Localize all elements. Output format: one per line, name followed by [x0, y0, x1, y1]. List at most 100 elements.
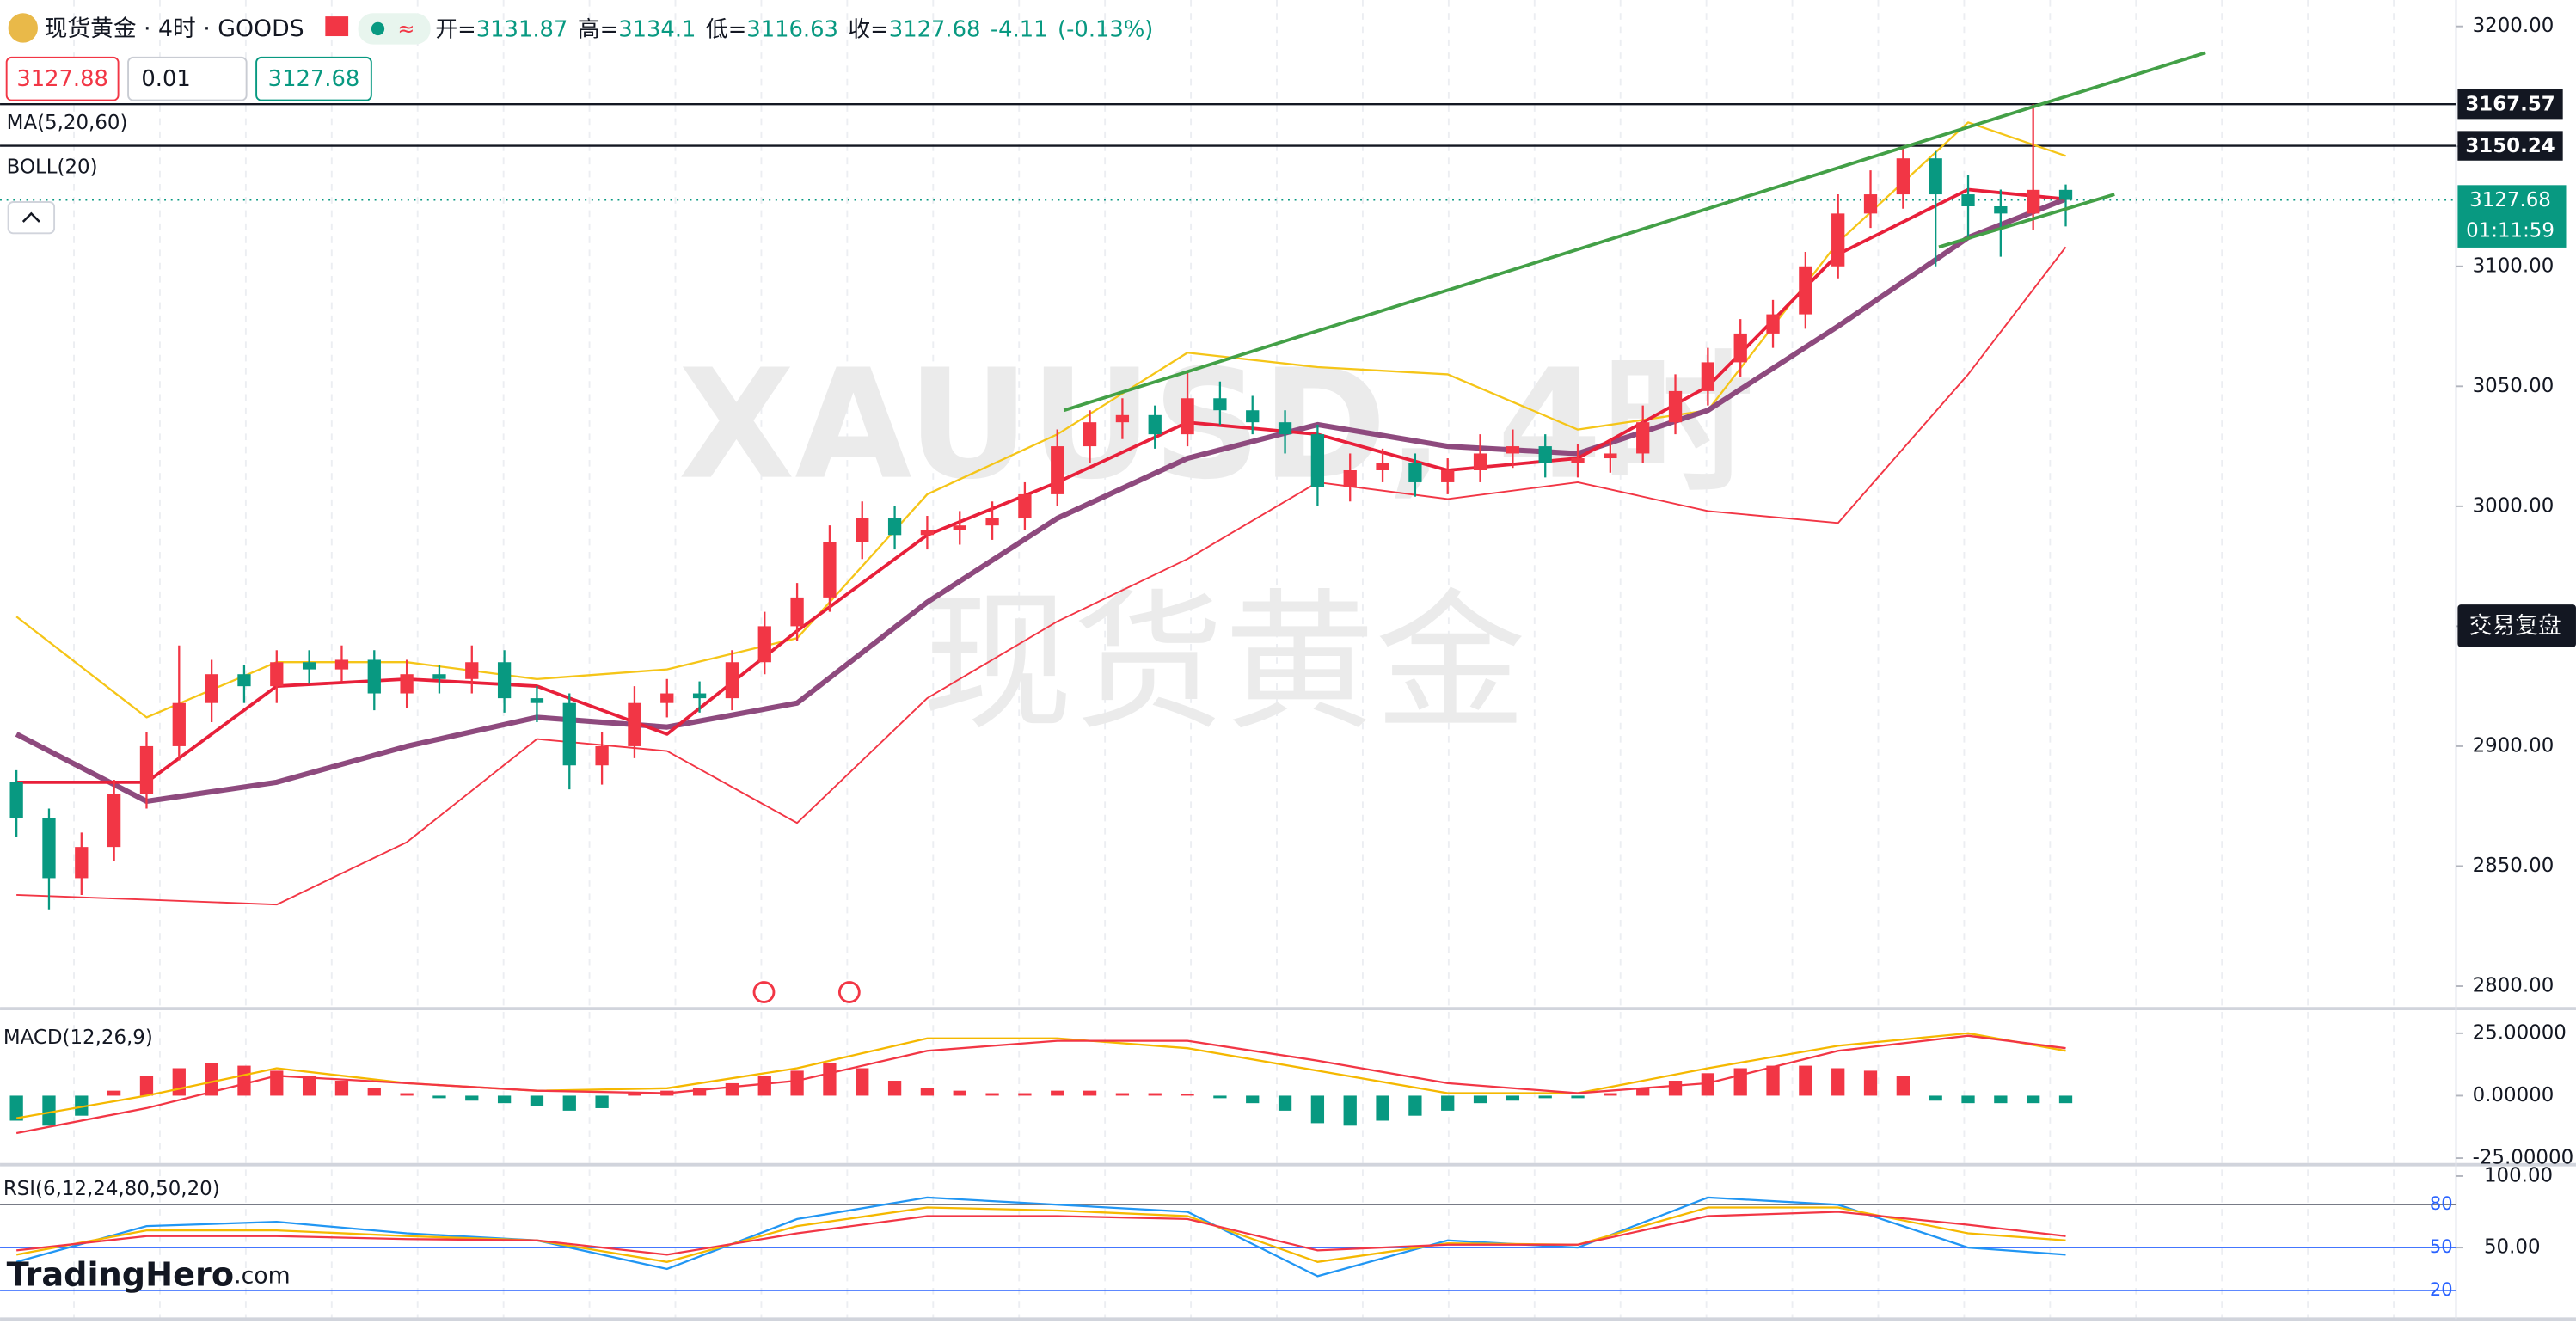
macd-bar: [1181, 1094, 1194, 1096]
rsi-line: [16, 1211, 2066, 1256]
overlay-line: [16, 246, 2067, 906]
candle-body: [1408, 463, 1422, 482]
macd-bar: [887, 1081, 902, 1096]
candle-body: [953, 525, 966, 530]
candle-body: [497, 662, 512, 699]
macd-bar: [2027, 1095, 2040, 1104]
macd-bar: [1310, 1095, 1325, 1124]
macd-bar: [790, 1070, 804, 1096]
macd-bar: [562, 1095, 576, 1111]
candle-body: [692, 693, 707, 699]
watermark: 现货黄金: [922, 576, 1526, 751]
indicator-label: MA(5,20,60): [7, 112, 128, 134]
ohlc-key: 低=: [706, 16, 746, 42]
ohlc-value: 3127.68: [889, 16, 981, 42]
price-tag: [2457, 89, 2563, 120]
candle-body: [1831, 213, 1845, 267]
ohlc-key: 高=: [578, 16, 618, 42]
macd-bar: [1571, 1095, 1585, 1099]
macd-bar: [1441, 1095, 1455, 1111]
macd-bar: [692, 1088, 707, 1096]
macd-bar: [628, 1093, 641, 1096]
change: -4.11: [991, 16, 1048, 42]
sell-button[interactable]: [5, 56, 120, 101]
replay-button[interactable]: [2457, 604, 2576, 647]
candle-body: [367, 659, 381, 694]
macd-tick-label: -25.00000: [2473, 1147, 2574, 1169]
macd-bar: [530, 1095, 544, 1106]
macd-bar: [1506, 1095, 1520, 1101]
candle-body: [1994, 206, 2008, 214]
candle-body: [530, 698, 544, 703]
sell-price[interactable]: 3127.88: [16, 66, 108, 92]
rsi-level-label: 50: [2430, 1235, 2453, 1257]
candle-body: [1083, 422, 1097, 447]
status-icon: ≈: [397, 16, 414, 40]
buy-button[interactable]: [255, 56, 372, 101]
macd-bar: [1929, 1095, 1942, 1101]
overlay-line: [15, 196, 2067, 805]
macd-label: MACD(12,26,9): [3, 1027, 153, 1049]
macd-bar: [985, 1093, 999, 1096]
collapse-button[interactable]: [7, 201, 56, 235]
status-pill: [358, 13, 431, 45]
current-price-tag: [2457, 185, 2567, 248]
macd-bar: [172, 1068, 186, 1096]
y-tick-label: 2850.00: [2473, 855, 2555, 877]
y-tick-label: 3000.00: [2473, 494, 2555, 517]
macd-bar: [334, 1081, 349, 1096]
candle-body: [823, 542, 837, 598]
macd-bar: [1343, 1095, 1357, 1126]
macd-bar: [42, 1095, 56, 1126]
macd-bar: [497, 1095, 512, 1104]
macd-bar: [856, 1068, 869, 1096]
candle-body: [1441, 469, 1455, 482]
ohlc-key: 收=: [848, 16, 888, 42]
candle-body: [628, 702, 641, 746]
macd-bar: [1376, 1095, 1389, 1121]
macd-bar: [9, 1095, 23, 1121]
candle-body: [270, 662, 284, 687]
candle-body: [562, 702, 576, 766]
event-marker[interactable]: [837, 981, 861, 1003]
macd-bar: [1115, 1093, 1130, 1096]
candle-body: [790, 597, 804, 627]
candle-body: [172, 702, 186, 746]
quantity[interactable]: 0.01: [141, 66, 190, 92]
macd-bar: [432, 1095, 446, 1099]
candle-body: [725, 662, 739, 699]
status-dot: [371, 21, 385, 36]
macd-tick-label: 0.00000: [2473, 1084, 2555, 1106]
candle-body: [1148, 414, 1162, 435]
candle-body: [887, 518, 902, 536]
candle-body: [302, 662, 316, 670]
rsi-label: RSI(6,12,24,80,50,20): [3, 1178, 220, 1200]
y-tick-label: 2800.00: [2473, 975, 2555, 997]
event-marker[interactable]: [752, 981, 776, 1003]
macd-bar: [1018, 1093, 1032, 1096]
macd-bar: [595, 1095, 609, 1108]
trend-line: [1938, 193, 2115, 249]
collapse-icon: [21, 211, 40, 223]
macd-bar: [1051, 1090, 1064, 1096]
buy-price[interactable]: 3127.68: [268, 66, 360, 92]
replay-label[interactable]: 交易复盘: [2469, 612, 2561, 639]
chart-title: 现货黄金 · 4时 · GOODS: [45, 15, 304, 42]
candle-body: [139, 745, 154, 794]
candle-body: [1506, 446, 1520, 454]
candle-body: [1473, 453, 1487, 470]
candle-body: [42, 818, 56, 879]
indicator-label: BOLL(20): [7, 156, 98, 178]
candle-body: [856, 518, 869, 542]
macd-bar: [920, 1088, 935, 1096]
candle-body: [1310, 434, 1325, 487]
candle-body: [465, 662, 479, 679]
macd-bar: [2058, 1095, 2073, 1104]
candle-body: [2058, 189, 2073, 200]
candle-body: [2027, 189, 2040, 214]
marks: [0, 51, 2456, 1278]
macd-bar: [1733, 1068, 1747, 1096]
quantity-input[interactable]: [127, 56, 248, 101]
